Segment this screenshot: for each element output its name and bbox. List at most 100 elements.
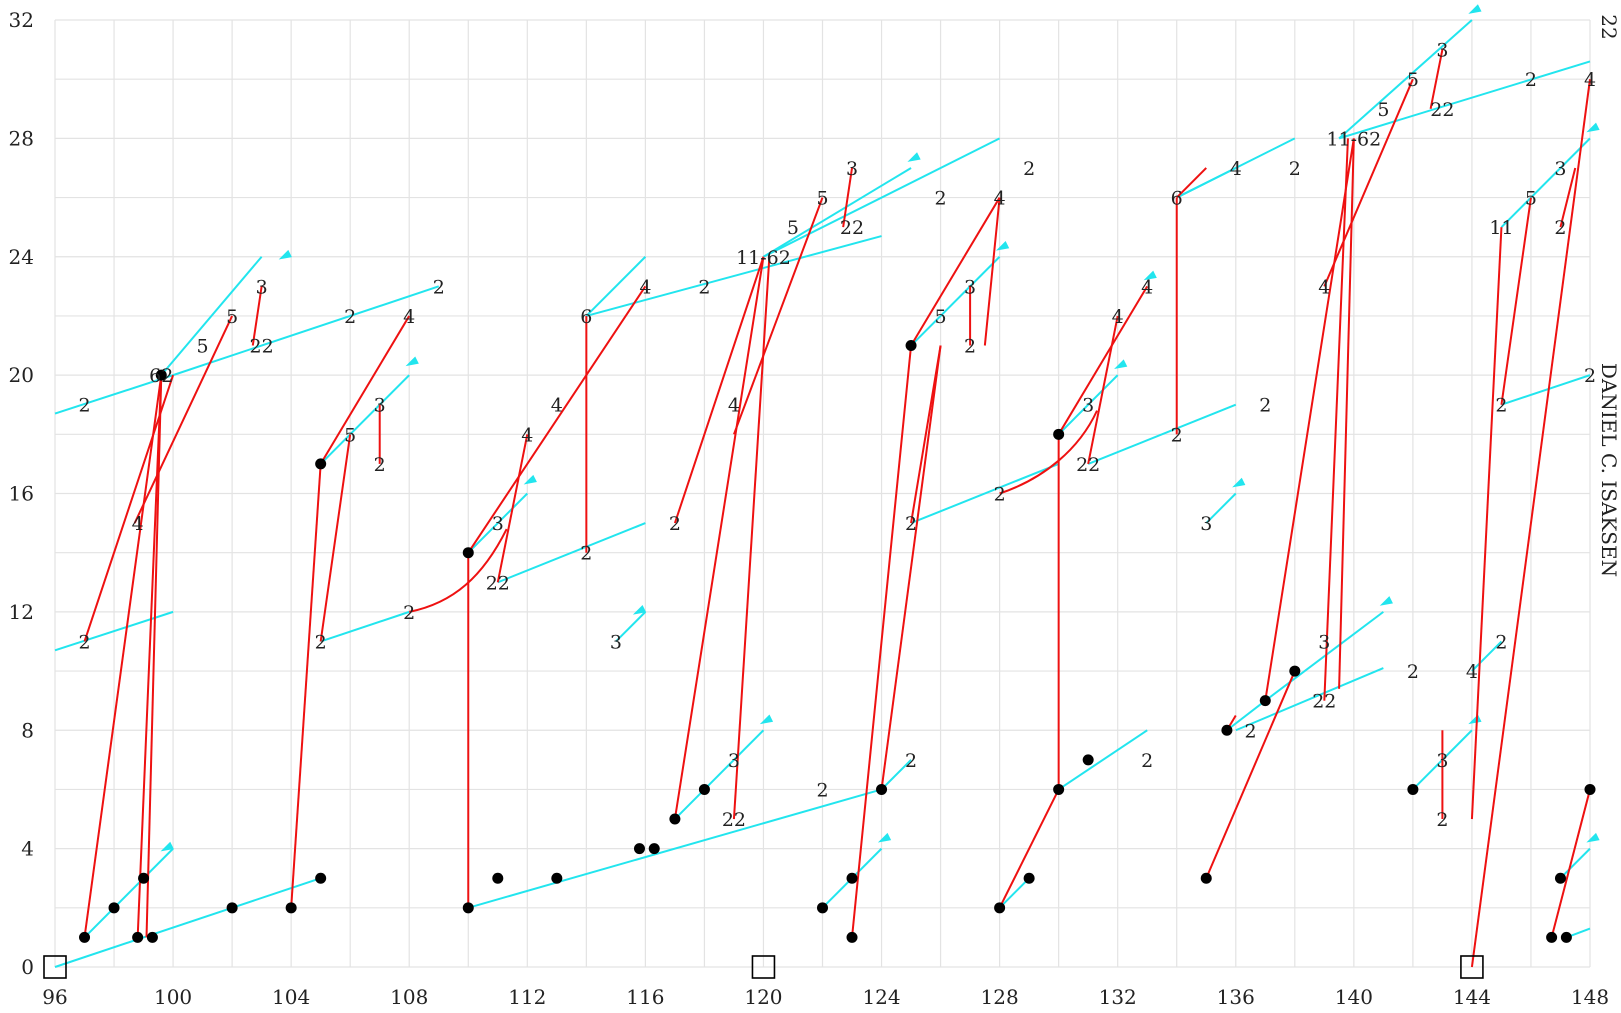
cell-label: 4: [132, 513, 144, 535]
cell-label: 4: [728, 395, 740, 417]
x-tick-label: 96: [42, 985, 67, 1009]
cyan-segment: [910, 462, 1060, 525]
cyan-segment: [586, 235, 882, 317]
cell-label: 22: [1312, 691, 1336, 713]
cell-label: 5: [787, 217, 799, 239]
cell-label: 11-62: [736, 247, 791, 269]
cell-label: 3: [610, 631, 622, 653]
cell-label: 2: [78, 395, 90, 417]
data-dot: [994, 902, 1006, 914]
x-tick-label: 116: [626, 985, 664, 1009]
red-segment: [319, 434, 352, 642]
cell-label: 5: [1377, 99, 1389, 121]
cyan-segment: [172, 285, 440, 377]
red-segment: [1057, 285, 1149, 435]
cell-label: 11-62: [1326, 128, 1381, 150]
red-segment: [842, 167, 854, 228]
cell-label: 2: [374, 454, 386, 476]
x-tick-label: 136: [1217, 985, 1255, 1009]
cyan-segment: [54, 877, 321, 968]
x-tick-label: 140: [1335, 985, 1373, 1009]
cyan-segment: [467, 788, 882, 909]
red-segment: [290, 463, 322, 908]
cell-label: 4: [403, 306, 415, 328]
cell-label: 2: [964, 336, 976, 358]
data-dot: [1053, 783, 1065, 795]
cell-label: 4: [521, 424, 533, 446]
cell-label: 2: [669, 513, 681, 535]
cell-label: 22: [840, 217, 864, 239]
red-segment: [319, 315, 411, 465]
x-tick-label: 124: [862, 985, 900, 1009]
y-tick-label: 8: [21, 718, 34, 742]
red-segment: [732, 256, 771, 820]
cyan-segment: [1205, 492, 1237, 524]
cell-label: 2: [905, 750, 917, 772]
data-dot: [1053, 428, 1065, 440]
cell-label: 2: [994, 484, 1006, 506]
red-segment: [1338, 138, 1355, 689]
y-tick-label: 12: [9, 600, 34, 624]
cell-label: 22: [1076, 454, 1100, 476]
data-dot: [1221, 724, 1233, 736]
cell-label: 3: [1200, 513, 1212, 535]
x-tick-label: 144: [1453, 985, 1491, 1009]
cell-label: 4: [994, 188, 1006, 210]
arrowhead: [523, 474, 537, 485]
cell-label: 3: [846, 158, 858, 180]
arrowhead: [877, 832, 892, 843]
data-dot: [492, 872, 504, 884]
arrowhead: [1379, 596, 1393, 606]
cyan-segment: [1264, 611, 1384, 702]
cell-label: 2: [1525, 69, 1537, 91]
cell-label: 2: [315, 631, 327, 653]
x-tick-label: 108: [390, 985, 428, 1009]
cell-label: 2: [403, 602, 415, 624]
cyan-segment: [1501, 374, 1591, 406]
cell-label: 3: [1436, 40, 1448, 62]
arrowhead: [1468, 4, 1482, 14]
cyan-segment: [1235, 667, 1384, 732]
cell-label: 2: [1407, 661, 1419, 683]
red-segment: [1550, 789, 1591, 938]
data-dot: [138, 872, 150, 884]
x-tick-label: 120: [744, 985, 782, 1009]
cyan-segment: [54, 374, 174, 415]
data-dot: [698, 783, 710, 795]
data-dot: [1560, 931, 1572, 943]
cell-label: 2: [1244, 720, 1256, 742]
cell-label: 2: [1289, 158, 1301, 180]
square-marker: [43, 955, 67, 979]
cell-label: 2: [1141, 750, 1153, 772]
cell-label: 3: [1436, 750, 1448, 772]
y-tick-label: 20: [9, 363, 34, 387]
dots: [79, 340, 1596, 943]
y-tick-label: 0: [21, 955, 34, 979]
arrowhead: [1468, 714, 1482, 725]
cell-label: 22: [1430, 99, 1454, 121]
arrowhead: [278, 249, 292, 260]
red-segment: [1323, 138, 1349, 701]
arrowhead: [160, 841, 174, 852]
red-segment: [910, 345, 942, 524]
square-marker: [751, 955, 776, 979]
red-segment: [733, 197, 824, 435]
cyan-segment: [585, 256, 647, 317]
cell-label: 6: [1171, 188, 1183, 210]
cell-label: 5: [1407, 69, 1419, 91]
red-segment: [1176, 167, 1207, 199]
data-dot: [1584, 783, 1596, 795]
red-segment: [136, 375, 163, 938]
red-lines: [83, 49, 1591, 968]
data-dot: [155, 369, 167, 381]
cell-label: 22: [250, 336, 274, 358]
data-dot: [462, 547, 474, 559]
cyan-segment: [1058, 729, 1148, 791]
square-marker: [1460, 955, 1484, 979]
cell-label: 2: [698, 276, 710, 298]
cell-label: 4: [551, 395, 563, 417]
cell-label: 4: [1112, 306, 1124, 328]
cell-label: 4: [1318, 276, 1330, 298]
data-dot: [132, 931, 144, 943]
